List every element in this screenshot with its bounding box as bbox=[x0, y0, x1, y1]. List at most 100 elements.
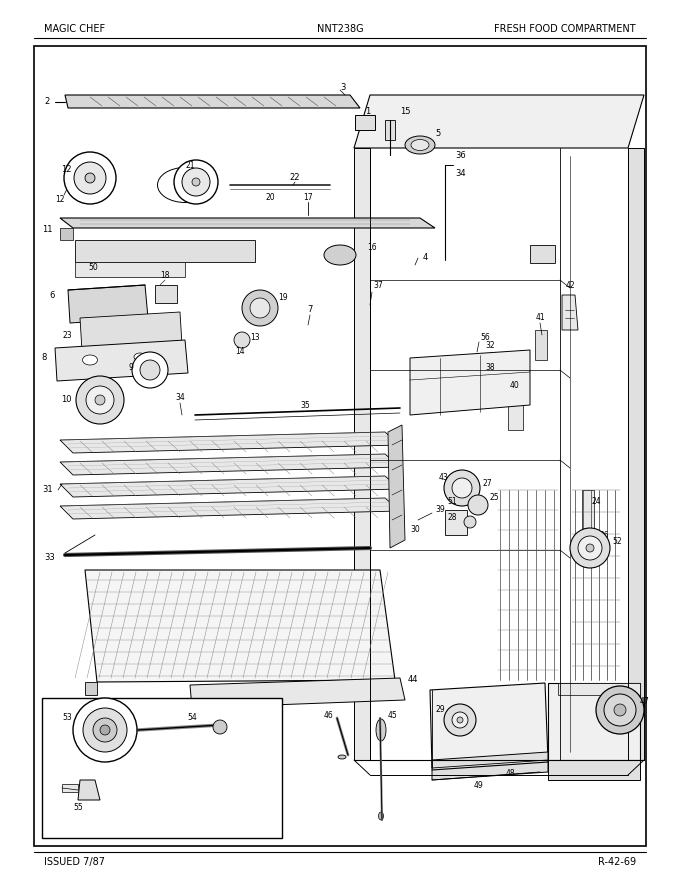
Polygon shape bbox=[55, 340, 188, 381]
Polygon shape bbox=[85, 682, 97, 695]
Circle shape bbox=[93, 718, 117, 742]
Polygon shape bbox=[430, 683, 548, 768]
Circle shape bbox=[444, 704, 476, 736]
Text: 48: 48 bbox=[505, 768, 515, 778]
Text: 23: 23 bbox=[63, 330, 72, 339]
Polygon shape bbox=[548, 683, 640, 760]
Text: 6: 6 bbox=[50, 290, 55, 300]
Bar bbox=[445, 510, 467, 535]
Text: FRESH FOOD COMPARTMENT: FRESH FOOD COMPARTMENT bbox=[494, 24, 636, 34]
Bar bbox=[75, 262, 185, 277]
Polygon shape bbox=[60, 476, 400, 497]
Ellipse shape bbox=[379, 812, 384, 820]
Text: 34: 34 bbox=[455, 168, 466, 177]
Polygon shape bbox=[60, 498, 400, 519]
Polygon shape bbox=[432, 752, 548, 780]
Circle shape bbox=[95, 395, 105, 405]
Circle shape bbox=[596, 686, 644, 734]
Circle shape bbox=[213, 720, 227, 734]
Text: 43: 43 bbox=[438, 473, 448, 482]
Ellipse shape bbox=[338, 755, 346, 759]
Bar bbox=[535, 330, 547, 360]
Circle shape bbox=[457, 717, 463, 723]
Circle shape bbox=[242, 290, 278, 326]
Polygon shape bbox=[80, 312, 182, 351]
Text: 20: 20 bbox=[265, 193, 275, 203]
Circle shape bbox=[174, 160, 218, 204]
Text: 10: 10 bbox=[61, 395, 72, 404]
Circle shape bbox=[73, 698, 137, 762]
Polygon shape bbox=[628, 148, 644, 760]
Text: 34: 34 bbox=[175, 393, 185, 402]
Text: 13: 13 bbox=[250, 334, 260, 343]
Circle shape bbox=[86, 386, 114, 414]
Circle shape bbox=[85, 173, 95, 183]
Circle shape bbox=[250, 298, 270, 318]
Text: 49: 49 bbox=[473, 781, 483, 789]
Text: 36: 36 bbox=[455, 150, 466, 159]
Bar bbox=[62, 784, 78, 792]
Text: 19: 19 bbox=[278, 294, 288, 303]
Text: 30: 30 bbox=[410, 525, 420, 535]
Polygon shape bbox=[355, 115, 375, 130]
Text: 42: 42 bbox=[565, 280, 575, 289]
Text: 56: 56 bbox=[480, 334, 490, 343]
Polygon shape bbox=[354, 95, 644, 148]
Circle shape bbox=[570, 528, 610, 568]
Circle shape bbox=[192, 178, 200, 186]
Circle shape bbox=[444, 470, 480, 506]
Text: 54: 54 bbox=[187, 714, 197, 723]
Circle shape bbox=[452, 478, 472, 498]
Text: 12: 12 bbox=[61, 166, 71, 174]
Circle shape bbox=[578, 536, 602, 560]
Circle shape bbox=[64, 152, 116, 204]
Text: 50: 50 bbox=[88, 263, 98, 272]
Polygon shape bbox=[60, 218, 435, 228]
Polygon shape bbox=[60, 432, 400, 453]
Text: 3: 3 bbox=[340, 83, 345, 92]
Text: R-42-69: R-42-69 bbox=[598, 857, 636, 867]
Text: 27: 27 bbox=[482, 479, 492, 488]
Text: 33: 33 bbox=[44, 554, 55, 562]
Ellipse shape bbox=[405, 136, 435, 154]
Circle shape bbox=[468, 495, 488, 515]
Text: 9: 9 bbox=[128, 363, 133, 373]
Bar bbox=[34, 46, 646, 846]
Text: NNT238G: NNT238G bbox=[317, 24, 363, 34]
Text: 51: 51 bbox=[447, 498, 457, 506]
Text: 16: 16 bbox=[367, 244, 377, 253]
Text: 32: 32 bbox=[486, 341, 495, 350]
Text: 25: 25 bbox=[490, 493, 500, 503]
Text: 4: 4 bbox=[422, 254, 428, 263]
Polygon shape bbox=[68, 285, 148, 323]
Polygon shape bbox=[354, 148, 370, 760]
Ellipse shape bbox=[134, 353, 146, 361]
Ellipse shape bbox=[82, 355, 97, 365]
Circle shape bbox=[604, 694, 636, 726]
Text: 26: 26 bbox=[600, 530, 610, 539]
Text: 52: 52 bbox=[612, 538, 622, 546]
Text: 55: 55 bbox=[73, 804, 83, 813]
Circle shape bbox=[74, 162, 106, 194]
Circle shape bbox=[83, 708, 127, 752]
Text: 46: 46 bbox=[323, 710, 333, 719]
Text: 47: 47 bbox=[640, 698, 650, 707]
Circle shape bbox=[614, 704, 626, 716]
Bar bbox=[582, 490, 594, 540]
Text: 39: 39 bbox=[435, 506, 445, 514]
Text: MAGIC CHEF: MAGIC CHEF bbox=[44, 24, 105, 34]
Text: 40: 40 bbox=[510, 381, 520, 390]
Text: 24: 24 bbox=[592, 498, 602, 506]
Circle shape bbox=[452, 712, 468, 728]
Polygon shape bbox=[78, 780, 100, 800]
Polygon shape bbox=[410, 350, 530, 415]
Text: 1: 1 bbox=[365, 108, 371, 117]
Text: 45: 45 bbox=[388, 711, 398, 721]
Text: 22: 22 bbox=[290, 174, 301, 182]
Bar bbox=[508, 390, 523, 430]
Text: 11: 11 bbox=[42, 225, 53, 234]
Polygon shape bbox=[388, 425, 405, 548]
Text: 44: 44 bbox=[408, 676, 418, 684]
Polygon shape bbox=[562, 295, 578, 330]
Ellipse shape bbox=[376, 719, 386, 741]
